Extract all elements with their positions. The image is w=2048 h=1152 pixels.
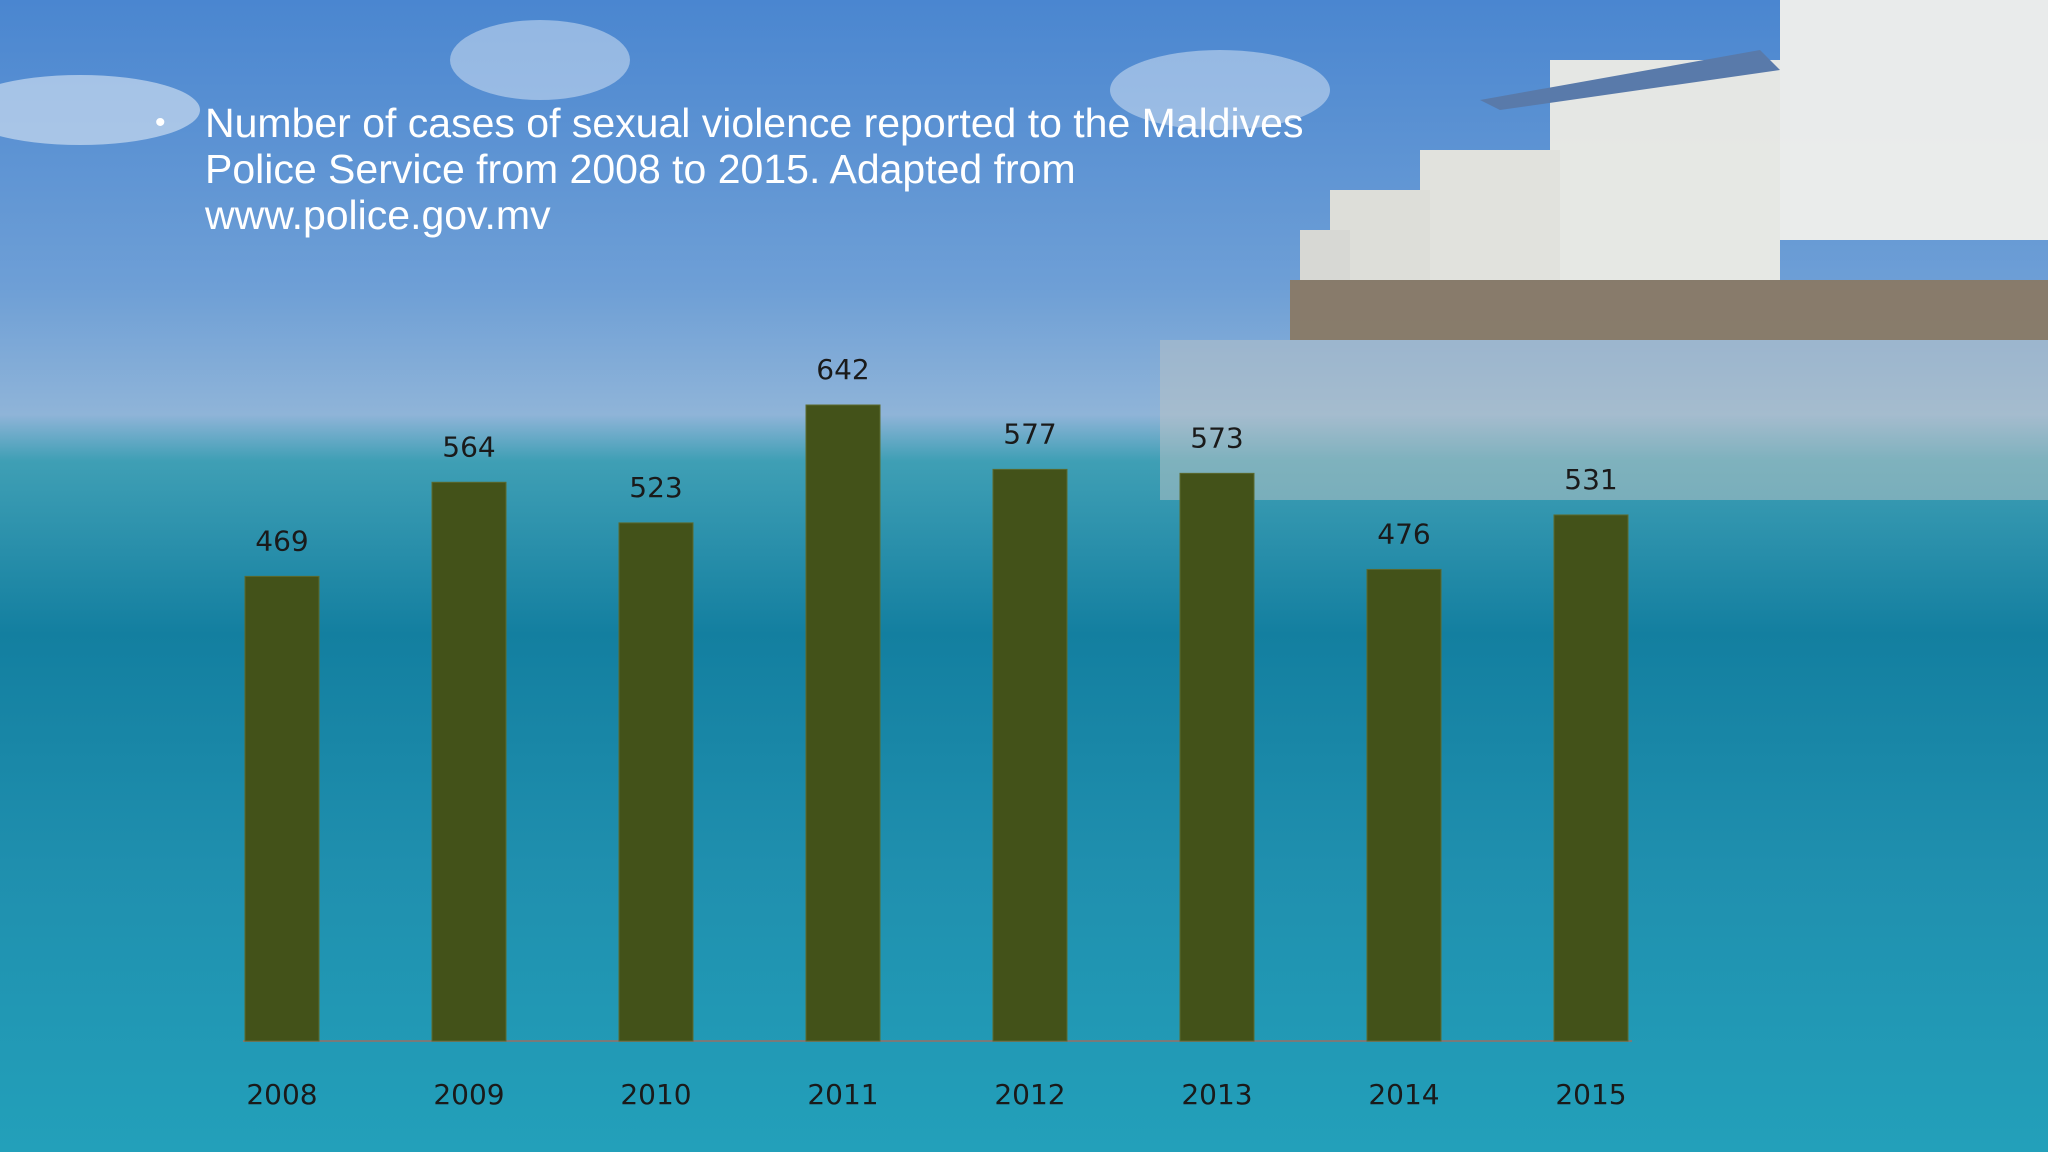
data-label: 573: [1190, 421, 1243, 454]
data-label: 531: [1564, 463, 1617, 496]
x-tick-label: 2014: [1368, 1078, 1439, 1111]
x-tick-label: 2008: [246, 1078, 317, 1111]
bar: [618, 522, 694, 1042]
bar: [431, 481, 507, 1042]
bar: [1553, 514, 1629, 1042]
bar: [992, 468, 1068, 1042]
bar: [805, 404, 881, 1042]
bar: [1366, 568, 1442, 1042]
x-tick-label: 2015: [1555, 1078, 1626, 1111]
x-tick-label: 2012: [994, 1078, 1065, 1111]
cloud: [0, 75, 200, 145]
houses: [1160, 0, 2048, 500]
cloud: [450, 20, 630, 100]
bar: [244, 575, 320, 1042]
x-tick-label: 2010: [620, 1078, 691, 1111]
bullet: •: [155, 106, 166, 139]
data-label: 642: [816, 353, 869, 386]
data-label: 564: [442, 430, 495, 463]
x-tick-label: 2013: [1181, 1078, 1252, 1111]
data-label: 469: [255, 524, 308, 557]
data-label: 476: [1377, 517, 1430, 550]
chart-title: Number of cases of sexual violence repor…: [205, 100, 1304, 238]
x-tick-label: 2011: [807, 1078, 878, 1111]
cloud: [1110, 50, 1330, 130]
data-label: 523: [629, 471, 682, 504]
bar: [1179, 472, 1255, 1042]
x-tick-label: 2009: [433, 1078, 504, 1111]
data-label: 577: [1003, 417, 1056, 450]
